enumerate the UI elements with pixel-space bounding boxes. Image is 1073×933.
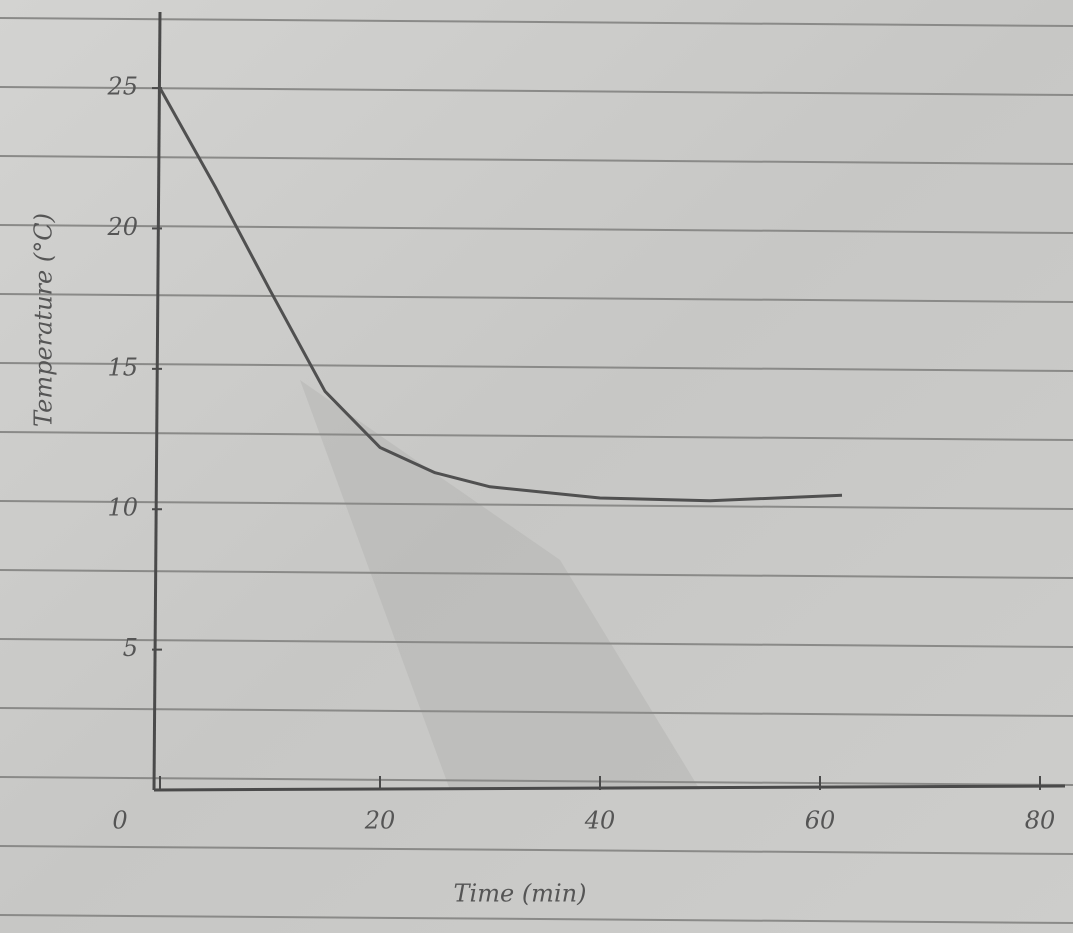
x-tick-label: 40 bbox=[584, 807, 616, 835]
y-tick-label: 20 bbox=[106, 213, 138, 241]
y-tick-label: 25 bbox=[106, 73, 138, 101]
x-tick-label: 0 bbox=[112, 807, 127, 835]
x-tick-label: 20 bbox=[364, 807, 396, 835]
y-tick-label: 10 bbox=[107, 494, 138, 522]
y-tick-label: 5 bbox=[123, 634, 138, 662]
paper bbox=[0, 0, 1073, 933]
y-tick-label: 15 bbox=[107, 353, 138, 381]
x-axis-label: Time (min) bbox=[454, 880, 587, 908]
x-tick-label: 60 bbox=[805, 807, 836, 835]
page: {"chart_data": {"type": "line", "x_label… bbox=[0, 0, 1073, 933]
chart: Time (min) Temperature (°C) 5 10 15 20 25 0 20… bbox=[0, 0, 1073, 933]
y-axis-label: Temperature (°C) bbox=[30, 213, 58, 427]
x-tick-label: 80 bbox=[1025, 807, 1056, 835]
